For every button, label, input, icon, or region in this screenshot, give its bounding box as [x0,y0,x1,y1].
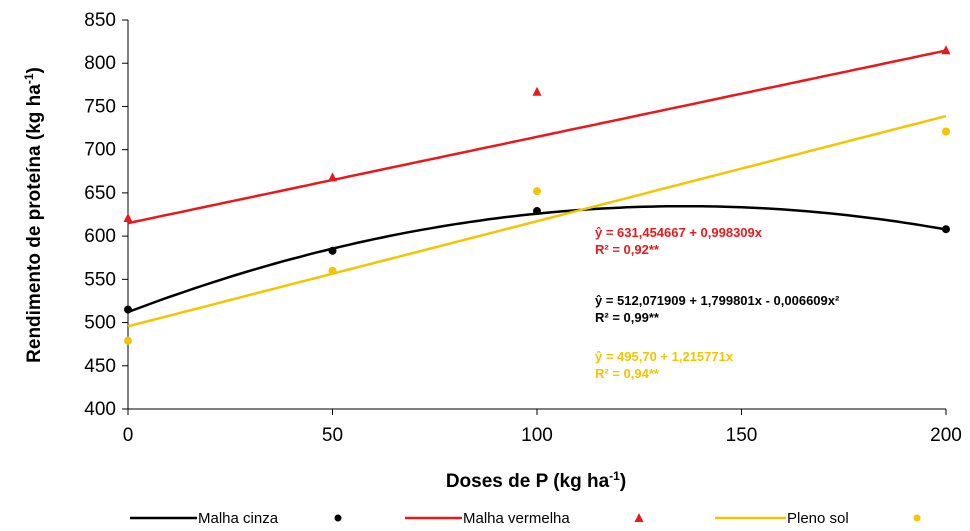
r-squared-text: R² = 0,92** [595,242,660,257]
legend-label-pleno-sol: Pleno sol [787,510,849,527]
legend: Malha cinza Malha vermelha Pleno sol [130,510,921,527]
fit-line-malha-vermelha [127,49,947,225]
equation-text: ŷ = 631,454667 + 0,998309x [595,225,763,240]
equation-annotations: ŷ = 631,454667 + 0,998309x R² = 0,92** ŷ =… [595,225,840,381]
y-tick-label: 850 [84,10,116,31]
fit-line-pleno-sol [127,114,947,328]
r-squared-text: R² = 0,99** [595,310,660,325]
point-pleno-sol [328,266,337,275]
y-tick-label: 400 [84,399,116,420]
point-malha-cinza [533,207,541,216]
y-axis-title: Rendimento de proteína (kg ha-1) [22,67,45,363]
y-tick-label: 500 [84,313,116,334]
point-malha-vermelha [328,172,337,182]
y-tick-label: 600 [84,226,116,247]
point-malha-cinza [124,305,132,314]
equation-text: ŷ = 495,70 + 1,215771x [595,349,734,364]
point-malha-vermelha [941,45,951,55]
legend-marker-pleno-sol [913,514,921,522]
r-squared-text: R² = 0,94** [595,366,660,381]
x-tick-label: 100 [521,425,553,446]
equation-text: ŷ = 512,071909 + 1,799801x - 0,006609x² [595,293,840,308]
legend-label-malha-vermelha: Malha vermelha [463,510,570,527]
point-malha-cinza [942,225,950,234]
point-malha-vermelha [532,86,542,96]
y-tick-label: 700 [84,140,116,161]
y-tick-label: 650 [84,183,116,204]
legend-marker-malha-vermelha [634,513,644,522]
x-tick-label: 0 [123,425,134,446]
point-pleno-sol [533,187,541,196]
point-malha-cinza [328,246,337,255]
y-tick-label: 550 [84,269,116,290]
point-pleno-sol [124,336,132,345]
y-tick-label: 450 [84,356,116,377]
y-tick-label: 750 [84,96,116,117]
legend-marker-malha-cinza [334,514,342,522]
x-tick-label: 50 [322,425,343,446]
legend-label-malha-cinza: Malha cinza [198,510,279,527]
x-axis-title: Doses de P (kg ha-1) [446,469,626,492]
point-pleno-sol [942,127,950,136]
axes: 400 450 500 550 600 650 700 750 800 850 0 50 100 150 2… [84,10,962,446]
x-tick-label: 150 [726,425,758,446]
point-malha-vermelha [123,212,133,222]
x-tick-label: 200 [930,425,962,446]
data-points [123,45,951,345]
y-tick-label: 800 [84,53,116,74]
